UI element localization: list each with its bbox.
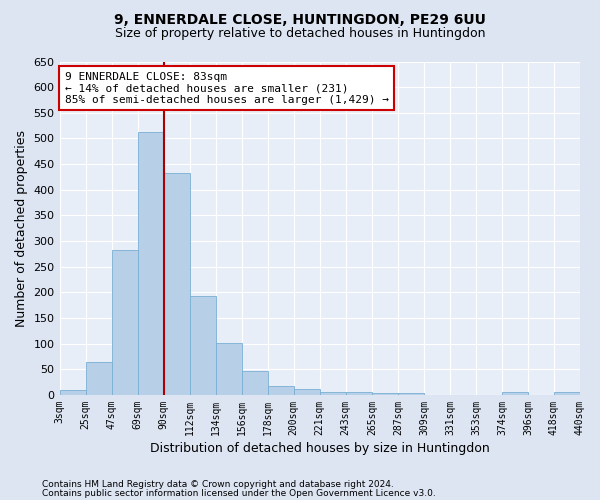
Bar: [242, 372, 268, 395]
Bar: [502, 392, 528, 395]
Text: Contains public sector information licensed under the Open Government Licence v3: Contains public sector information licen…: [42, 488, 436, 498]
X-axis label: Distribution of detached houses by size in Huntingdon: Distribution of detached houses by size …: [150, 442, 490, 455]
Bar: [59, 390, 86, 395]
Bar: [398, 393, 424, 395]
Bar: [164, 174, 190, 395]
Bar: [215, 342, 242, 395]
Bar: [320, 392, 346, 395]
Bar: [190, 296, 215, 395]
Bar: [554, 392, 580, 395]
Bar: [372, 393, 398, 395]
Y-axis label: Number of detached properties: Number of detached properties: [15, 130, 28, 326]
Text: Contains HM Land Registry data © Crown copyright and database right 2024.: Contains HM Land Registry data © Crown c…: [42, 480, 394, 489]
Bar: [346, 392, 372, 395]
Bar: [294, 389, 320, 395]
Text: 9 ENNERDALE CLOSE: 83sqm
← 14% of detached houses are smaller (231)
85% of semi-: 9 ENNERDALE CLOSE: 83sqm ← 14% of detach…: [65, 72, 389, 104]
Text: 9, ENNERDALE CLOSE, HUNTINGDON, PE29 6UU: 9, ENNERDALE CLOSE, HUNTINGDON, PE29 6UU: [114, 12, 486, 26]
Text: Size of property relative to detached houses in Huntingdon: Size of property relative to detached ho…: [115, 28, 485, 40]
Bar: [86, 362, 112, 395]
Bar: [137, 132, 164, 395]
Bar: [112, 250, 137, 395]
Bar: [268, 386, 294, 395]
